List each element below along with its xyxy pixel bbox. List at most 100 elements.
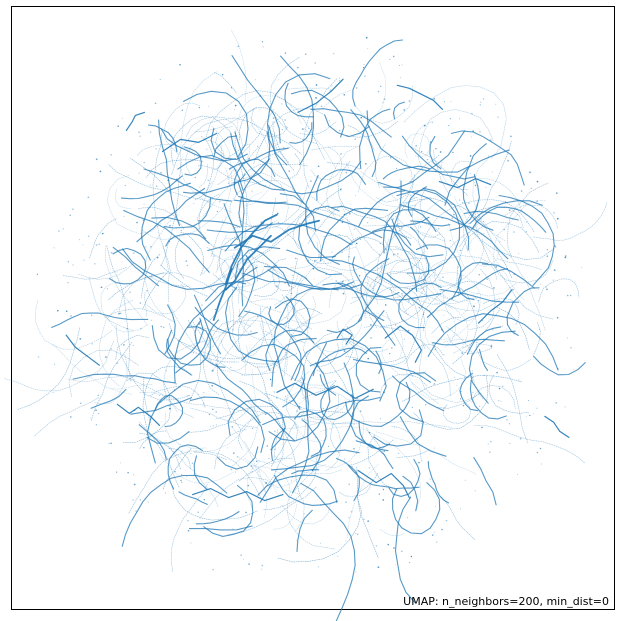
point-strand: [436, 393, 480, 409]
data-point: [307, 127, 310, 129]
point-strand: [177, 339, 243, 360]
point-strand: [289, 122, 313, 144]
data-point: [441, 528, 443, 531]
data-point: [208, 413, 211, 416]
data-point: [497, 116, 499, 118]
data-point: [347, 283, 349, 285]
data-point: [156, 257, 159, 259]
point-strand: [94, 354, 128, 405]
point-strand: [327, 162, 361, 170]
point-strand: [198, 163, 208, 188]
data-point: [266, 306, 268, 308]
point-strand: [379, 529, 406, 537]
data-point: [339, 80, 341, 82]
data-point: [332, 52, 335, 55]
data-point: [123, 215, 125, 218]
data-point: [370, 337, 372, 339]
data-point: [444, 407, 446, 409]
data-point: [495, 103, 497, 105]
data-point: [310, 180, 312, 182]
point-strand: [367, 434, 398, 491]
point-strand: [246, 192, 262, 229]
data-point: [96, 373, 99, 375]
data-point: [181, 451, 183, 453]
data-point: [490, 440, 492, 443]
data-point: [342, 280, 344, 283]
point-strand: [323, 234, 354, 243]
data-point: [234, 104, 237, 107]
data-point: [474, 182, 476, 184]
data-point: [482, 320, 484, 322]
data-point: [185, 260, 188, 262]
point-strand: [362, 224, 428, 289]
data-point: [396, 167, 398, 169]
data-point: [555, 246, 557, 248]
point-strand: [538, 278, 580, 303]
point-strand: [272, 120, 294, 171]
data-point: [526, 416, 527, 418]
data-point: [331, 251, 333, 253]
data-point: [54, 363, 56, 365]
data-point: [276, 417, 279, 420]
point-strand: [411, 121, 433, 150]
point-strand: [333, 339, 358, 372]
point-strand: [68, 349, 139, 398]
data-point: [142, 219, 145, 222]
point-strand: [178, 491, 208, 505]
point-strand: [223, 203, 244, 307]
data-point: [513, 332, 516, 335]
data-point: [312, 267, 315, 270]
data-point: [227, 182, 230, 185]
data-point: [420, 276, 422, 278]
point-strand: [140, 253, 161, 299]
data-point: [461, 352, 464, 354]
data-point: [197, 394, 199, 396]
point-strand: [350, 395, 389, 452]
data-point: [226, 447, 228, 449]
data-point: [513, 231, 515, 233]
point-strand: [371, 260, 428, 328]
point-strand: [241, 343, 306, 408]
data-point: [252, 467, 254, 469]
data-point: [351, 466, 353, 468]
data-point: [536, 407, 538, 409]
data-point: [133, 474, 135, 476]
point-strand: [320, 385, 355, 421]
point-strand: [270, 153, 301, 179]
data-point: [451, 217, 453, 219]
point-strand: [118, 272, 217, 312]
data-point: [455, 384, 457, 386]
point-strand: [219, 235, 238, 289]
data-point: [356, 87, 358, 89]
point-strand: [136, 187, 206, 243]
data-point: [580, 267, 582, 269]
data-point: [536, 200, 538, 202]
point-strand: [259, 449, 360, 503]
data-point: [520, 190, 523, 192]
point-strand: [274, 131, 289, 163]
data-point: [380, 85, 382, 88]
point-strand: [287, 307, 323, 343]
data-point: [322, 407, 324, 409]
data-point: [100, 286, 103, 289]
data-point: [203, 498, 205, 501]
point-strand: [215, 126, 233, 157]
data-point: [110, 251, 113, 254]
data-point: [296, 410, 298, 412]
data-point: [276, 396, 278, 399]
point-strand: [253, 108, 326, 165]
point-strand: [286, 249, 336, 259]
point-strand: [108, 272, 165, 300]
point-strand: [382, 248, 426, 313]
data-point: [496, 371, 498, 374]
point-strand: [149, 385, 206, 408]
data-point: [215, 411, 218, 413]
data-point: [138, 131, 140, 133]
point-strand: [128, 450, 263, 514]
point-strand: [247, 250, 285, 278]
point-strand: [385, 221, 448, 290]
point-strand: [306, 342, 328, 416]
point-strand: [347, 463, 379, 539]
point-strand: [364, 286, 425, 332]
data-point: [400, 77, 402, 79]
